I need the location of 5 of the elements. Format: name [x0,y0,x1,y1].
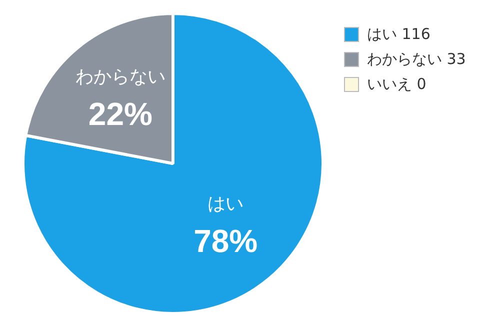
legend-label: わからない 33 [367,50,466,69]
data-label: わからない 22% [75,66,166,132]
legend-label: はい 116 [367,25,430,44]
legend-label: いいえ 0 [367,75,426,94]
data-label: はい 78% [194,194,258,259]
